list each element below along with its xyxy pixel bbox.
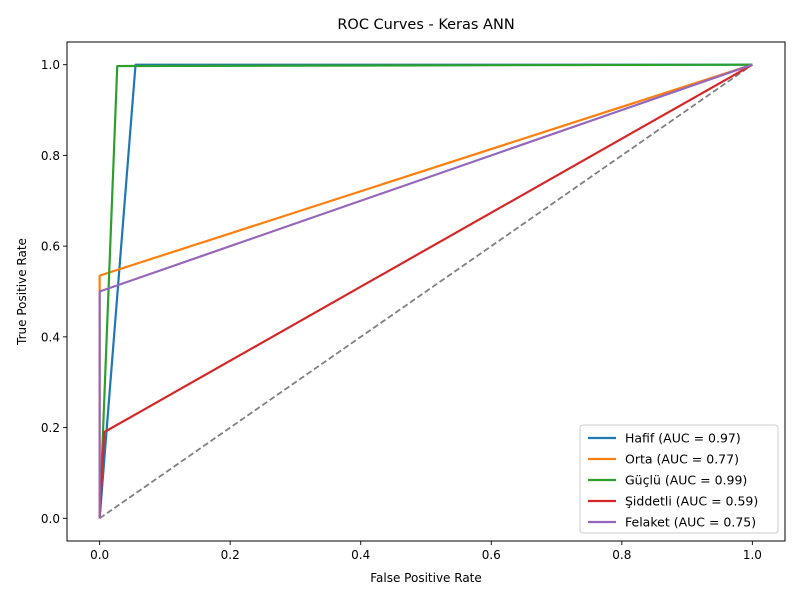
legend-box: [579, 424, 779, 534]
x-axis-title: False Positive Rate: [370, 571, 482, 585]
x-tick-label: 0.0: [90, 548, 109, 562]
y-tick-label: 1.0: [41, 58, 60, 72]
x-tick-label: 0.6: [482, 548, 501, 562]
legend-label: Orta (AUC = 0.77): [625, 452, 739, 467]
x-tick-label: 0.4: [351, 548, 370, 562]
x-tick-label: 0.8: [612, 548, 631, 562]
chart-title: ROC Curves - Keras ANN: [337, 17, 514, 33]
legend-label: Felaket (AUC = 0.75): [625, 515, 756, 530]
y-tick-label: 0.2: [41, 421, 60, 435]
plot-frame: [66, 41, 786, 542]
series-line-2: [98, 63, 753, 519]
legend: Hafif (AUC = 0.97) Orta (AUC = 0.77) Güçlü…: [579, 424, 779, 534]
series-line-4: [98, 63, 753, 519]
axis-ticks: 0.0 0.2 0.4 0.6 0.8 1.0 0.0 0.2 0.4 0.6 0.8 1.0: [41, 58, 762, 562]
x-tick-label: 0.2: [221, 548, 240, 562]
legend-label: Güçlü (AUC = 0.99): [625, 473, 747, 488]
y-axis-title: True Positive Rate: [15, 238, 29, 346]
series-line-3: [98, 63, 753, 519]
legend-label: Hafif (AUC = 0.97): [625, 431, 741, 446]
x-tick-label: 1.0: [743, 548, 762, 562]
plot-area: [98, 63, 753, 520]
y-tick-label: 0.8: [41, 149, 60, 163]
y-tick-label: 0.0: [41, 512, 60, 526]
y-tick-label: 0.6: [41, 240, 60, 254]
legend-label: Şiddetli (AUC = 0.59): [625, 494, 758, 509]
y-tick-label: 0.4: [41, 330, 60, 344]
reference-diagonal-line: [99, 63, 753, 520]
